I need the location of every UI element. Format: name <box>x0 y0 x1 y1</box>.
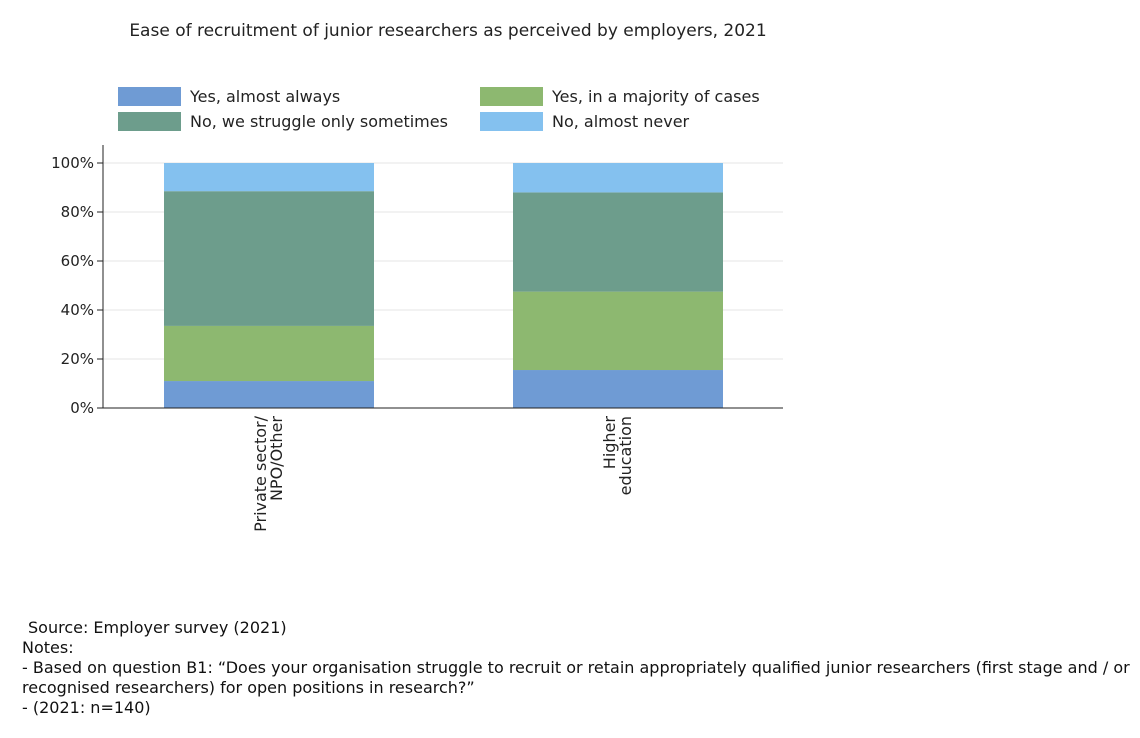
y-tick-label: 80% <box>61 203 94 221</box>
x-category-label-line: NPO/Other <box>267 416 286 501</box>
x-category-label-text: Highereducation <box>600 416 635 496</box>
notes-heading: Notes: <box>22 638 74 657</box>
x-category-label: Private sector/NPO/Other <box>251 415 286 531</box>
y-axis-ticks: 0% 20% 40% 60% 80% 100% <box>51 154 103 417</box>
legend-label: Yes, in a majority of cases <box>551 87 760 106</box>
x-category-label-line: Private sector/ <box>251 415 270 531</box>
bar-segment <box>164 191 374 326</box>
legend-swatch <box>480 112 543 131</box>
legend-swatch <box>480 87 543 106</box>
bar-segment <box>513 370 723 408</box>
bar-segment <box>513 163 723 193</box>
notes-block: Source: Employer survey (2021) Notes: - … <box>22 618 1132 718</box>
bar-segment <box>164 325 374 382</box>
legend: Yes, almost always Yes, in a majority of … <box>118 87 760 131</box>
bar-segment <box>513 192 723 292</box>
y-tick-label: 0% <box>70 399 94 417</box>
legend-label: No, almost never <box>552 112 690 131</box>
y-tick-label: 60% <box>61 252 94 270</box>
legend-label: Yes, almost always <box>189 87 340 106</box>
source-note: Source: Employer survey (2021) <box>28 618 287 637</box>
x-category-label-line: Higher <box>600 416 619 470</box>
x-category-label-line: education <box>616 416 635 495</box>
x-category-label-text: Private sector/NPO/Other <box>251 415 286 531</box>
legend-swatch <box>118 87 181 106</box>
y-tick-label: 100% <box>51 154 94 172</box>
bars <box>164 163 723 408</box>
bar-segment <box>513 291 723 371</box>
x-axis-category-labels: Private sector/NPO/Other Highereducation <box>251 415 635 531</box>
legend-label: No, we struggle only sometimes <box>190 112 448 131</box>
chart-title: Ease of recruitment of junior researcher… <box>129 21 766 41</box>
y-tick-label: 40% <box>61 301 94 319</box>
bar-segment <box>164 163 374 192</box>
x-category-label: Highereducation <box>600 416 635 496</box>
bar-segment <box>164 381 374 408</box>
note-line-1: - Based on question B1: “Does your organ… <box>22 658 1130 697</box>
stacked-bar-chart: Ease of recruitment of junior researcher… <box>51 21 783 532</box>
y-tick-label: 20% <box>61 350 94 368</box>
legend-swatch <box>118 112 181 131</box>
axes <box>102 145 783 409</box>
note-line-2: - (2021: n=140) <box>22 698 151 717</box>
